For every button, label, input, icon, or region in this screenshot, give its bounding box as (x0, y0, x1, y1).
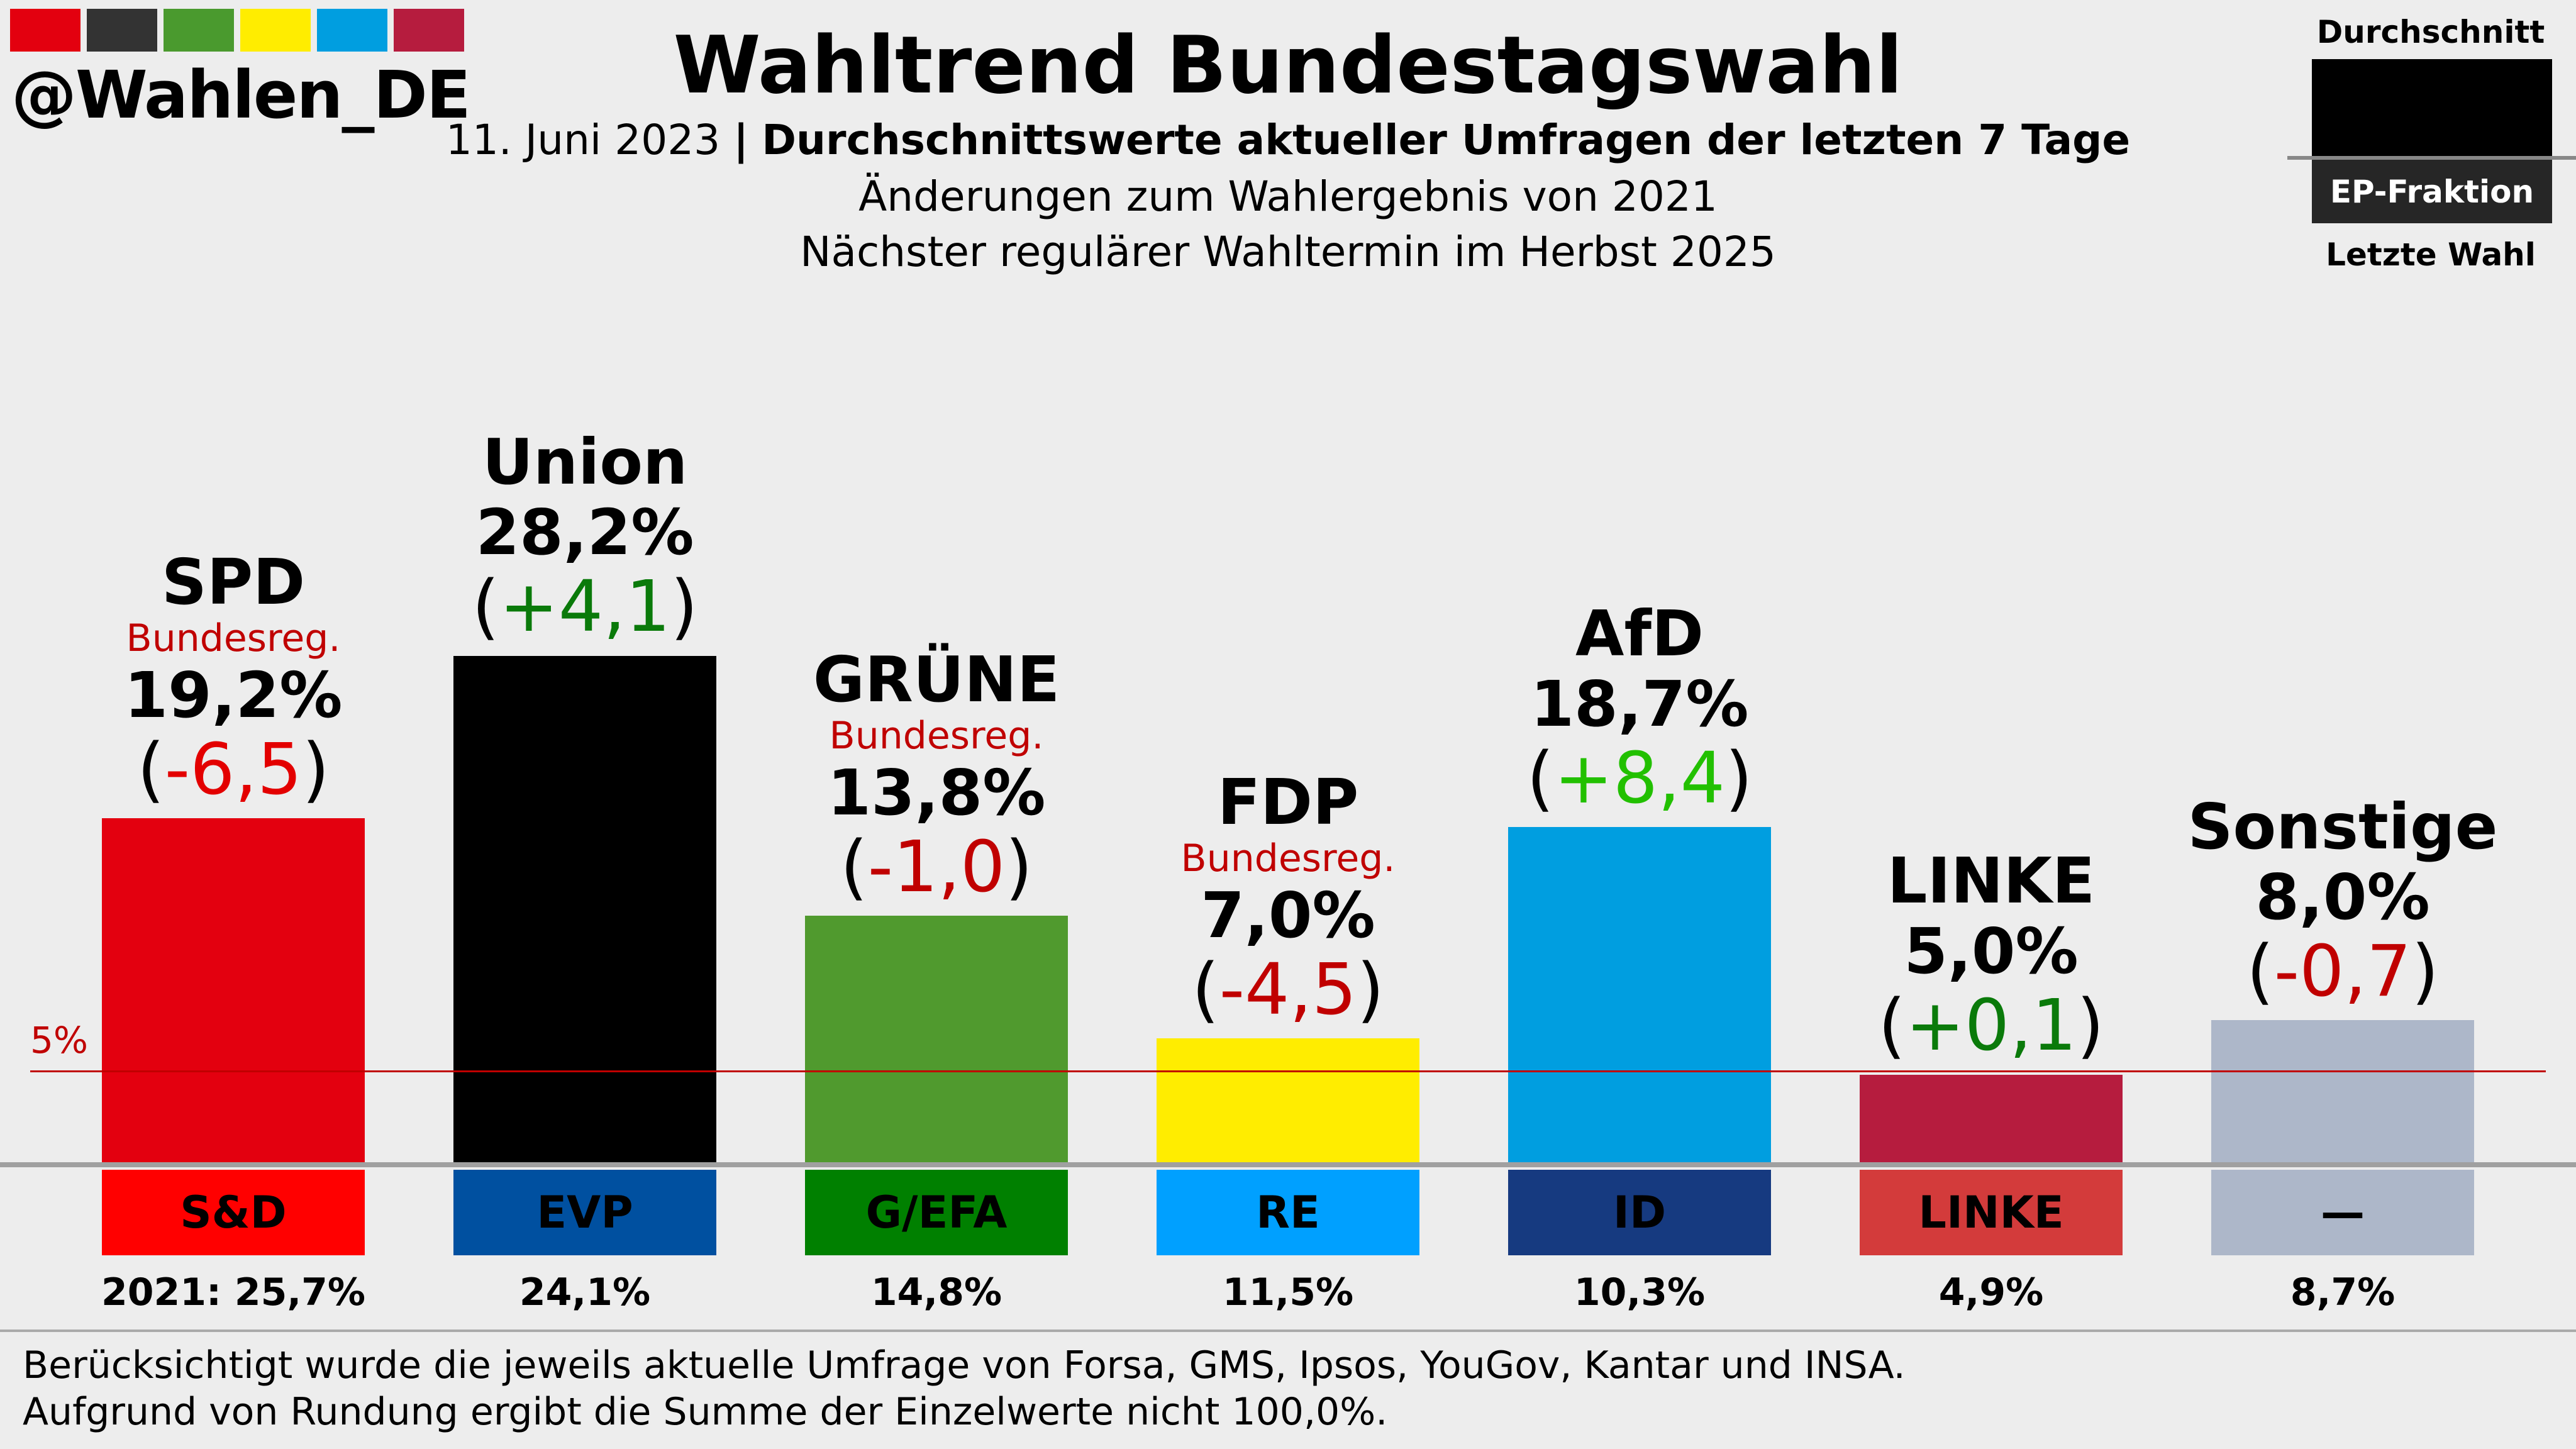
party-name: FDP (1217, 765, 1359, 840)
subtitle: 11. Juni 2023 | Durchschnittswerte aktue… (0, 116, 2576, 164)
bar-label-union: Union 28,2% (+4,1) (409, 427, 761, 647)
party-name: Sonstige (2187, 789, 2498, 863)
legend-baseline (2287, 156, 2576, 160)
ep-group-label: — (2321, 1187, 2365, 1238)
government-badge: Bundesreg. (126, 616, 341, 661)
change-value: -6,5 (164, 728, 303, 811)
ep-group-afd: ID (1508, 1170, 1771, 1255)
logo-square (317, 9, 387, 52)
government-badge: Bundesreg. (1180, 836, 1396, 881)
footer-rounding-note: Aufgrund von Rundung ergibt die Summe de… (23, 1390, 1388, 1434)
threshold-label: 5% (30, 1019, 89, 1062)
party-percent: 7,0% (1201, 878, 1375, 952)
ep-group-label: RE (1256, 1187, 1320, 1238)
last-election-union: 24,1% (519, 1270, 651, 1314)
party-percent: 5,0% (1904, 914, 2079, 989)
baseline (0, 1162, 2576, 1167)
change-value: +0,1 (1906, 985, 2077, 1067)
bar-fdp (1157, 1038, 1419, 1165)
subtitle-next-election: Nächster regulärer Wahltermin im Herbst … (800, 228, 1776, 276)
logo-square (164, 9, 234, 52)
logo-square (394, 9, 464, 52)
legend-bar-swatch (2312, 59, 2552, 156)
party-change: (+8,4) (1526, 737, 1753, 819)
last-election-sonstige: 8,7% (2290, 1270, 2396, 1314)
ep-group-label: G/EFA (865, 1187, 1008, 1238)
change-value: -0,7 (2273, 930, 2412, 1013)
legend-last-election-label: Letzte Wahl (2326, 236, 2536, 273)
logo-color-squares (10, 9, 464, 52)
logo-square (10, 9, 80, 52)
party-change: (+0,1) (1878, 985, 2104, 1067)
chart-title: Wahltrend Bundestagswahl (673, 19, 1903, 111)
party-name: LINKE (1887, 844, 2096, 918)
legend-average-label: Durchschnitt (2316, 14, 2545, 50)
ep-group-label: EVP (536, 1187, 633, 1238)
ep-group-label: S&D (180, 1187, 287, 1238)
bar-label-fdp: FDP Bundesreg. 7,0% (-4,5) (1112, 767, 1464, 1030)
party-change: (-4,5) (1192, 948, 1384, 1031)
footer-divider (0, 1330, 2576, 1332)
change-value: -4,5 (1219, 948, 1357, 1031)
logo-square (87, 9, 157, 52)
bar-label-afd: AfD 18,7% (+8,4) (1463, 596, 1816, 819)
logo-square (240, 9, 311, 52)
party-percent: 28,2% (475, 496, 694, 570)
party-percent: 19,2% (124, 658, 343, 732)
party-change: (+4,1) (472, 566, 698, 648)
ep-group-fdp: RE (1157, 1170, 1419, 1255)
ep-group-label: ID (1613, 1187, 1667, 1238)
bar-label-sonstige: Sonstige 8,0% (-0,7) (2167, 789, 2519, 1013)
threshold-line (30, 1070, 2546, 1072)
footer-sources: Berücksichtigt wurde die jeweils aktuell… (23, 1343, 1906, 1387)
bar-label-linke: LINKE 5,0% (+0,1) (1815, 846, 2167, 1065)
last-election-linke: 4,9% (1938, 1270, 2044, 1314)
party-change: (-6,5) (137, 728, 330, 811)
ep-group-sonstige: — (2211, 1170, 2474, 1255)
legend-ep-group-label: EP-Fraktion (2329, 173, 2534, 210)
party-change: (-1,0) (840, 826, 1033, 908)
bar-linke (1860, 1074, 2123, 1165)
bar-grne (805, 915, 1068, 1165)
bar-afd (1508, 827, 1771, 1165)
party-change: (-0,7) (2246, 930, 2439, 1013)
bar-union (453, 655, 716, 1165)
change-value: +4,1 (499, 566, 670, 648)
subtitle-changes: Änderungen zum Wahlergebnis von 2021 (858, 172, 1718, 221)
party-name: Union (482, 425, 688, 499)
bar-label-spd: SPD Bundesreg. 19,2% (-6,5) (57, 547, 409, 809)
change-value: -1,0 (867, 826, 1006, 908)
party-percent: 18,7% (1530, 667, 1749, 741)
last-election-fdp: 11,5% (1222, 1270, 1354, 1314)
government-badge: Bundesreg. (829, 714, 1044, 758)
party-name: GRÜNE (813, 643, 1060, 717)
bar-sonstige (2211, 1020, 2474, 1165)
legend-ep-group: EP-Fraktion (2312, 160, 2552, 223)
change-value: +8,4 (1554, 737, 1725, 819)
bar-spd (102, 818, 365, 1165)
last-election-spd: 2021: 25,7% (101, 1270, 366, 1314)
ep-group-label: LINKE (1918, 1187, 2064, 1238)
ep-group-linke: LINKE (1860, 1170, 2123, 1255)
party-name: AfD (1575, 596, 1704, 670)
last-election-grne: 14,8% (870, 1270, 1002, 1314)
subtitle-separator: | (733, 116, 749, 164)
ep-group-spd: S&D (102, 1170, 365, 1255)
party-percent: 13,8% (827, 755, 1046, 830)
date: 11. Juni 2023 (445, 116, 721, 164)
bar-label-grne: GRÜNE Bundesreg. 13,8% (-1,0) (760, 645, 1113, 907)
logo-handle: @Wahlen_DE (11, 57, 471, 133)
party-percent: 8,0% (2255, 860, 2430, 934)
subtitle-description: Durchschnittswerte aktueller Umfragen de… (762, 116, 2131, 164)
party-name: SPD (161, 545, 306, 619)
ep-group-union: EVP (453, 1170, 716, 1255)
ep-group-grne: G/EFA (805, 1170, 1068, 1255)
last-election-afd: 10,3% (1574, 1270, 1706, 1314)
